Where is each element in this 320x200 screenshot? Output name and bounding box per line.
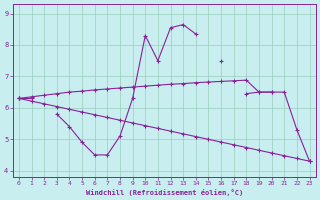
X-axis label: Windchill (Refroidissement éolien,°C): Windchill (Refroidissement éolien,°C) — [85, 189, 243, 196]
